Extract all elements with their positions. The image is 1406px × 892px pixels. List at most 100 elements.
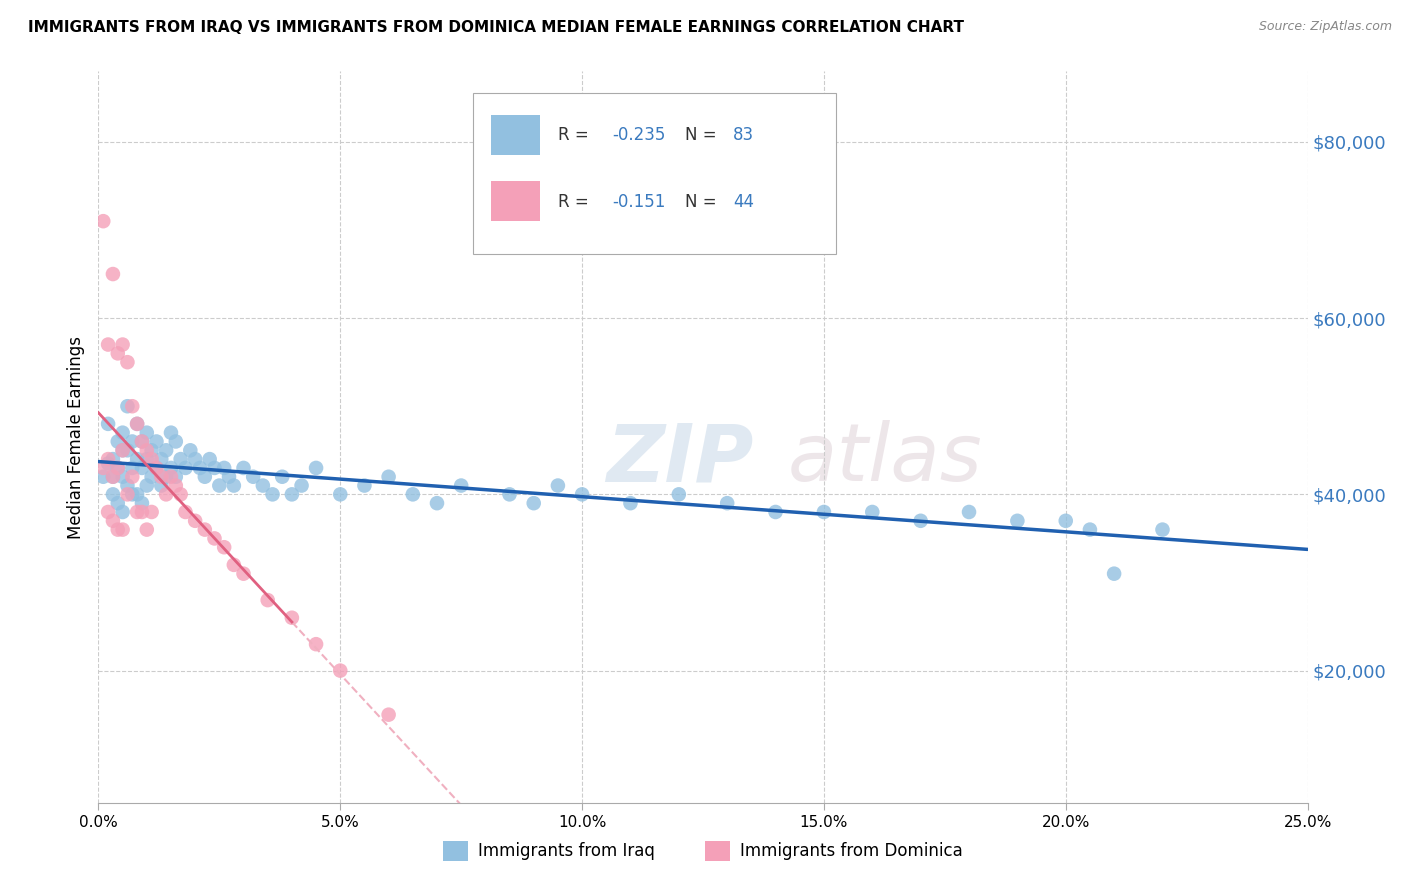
Point bbox=[117, 443, 139, 458]
Point bbox=[160, 425, 183, 440]
Point bbox=[107, 496, 129, 510]
Point bbox=[212, 461, 235, 475]
Point bbox=[155, 443, 177, 458]
Point bbox=[97, 452, 120, 467]
Point bbox=[117, 355, 139, 369]
Point bbox=[141, 505, 163, 519]
Point bbox=[813, 505, 835, 519]
Point bbox=[765, 505, 787, 519]
Bar bbox=[492, 181, 540, 221]
Text: R =: R = bbox=[558, 126, 593, 144]
Point bbox=[107, 461, 129, 475]
Text: 44: 44 bbox=[734, 193, 754, 211]
Point bbox=[97, 417, 120, 431]
Point bbox=[174, 461, 197, 475]
Bar bbox=[492, 115, 540, 155]
Point bbox=[150, 478, 173, 492]
Point bbox=[141, 443, 163, 458]
Point bbox=[242, 469, 264, 483]
Point bbox=[127, 487, 149, 501]
Point bbox=[619, 496, 641, 510]
Point bbox=[547, 478, 569, 492]
Point bbox=[131, 434, 153, 449]
Point bbox=[145, 461, 167, 475]
Point bbox=[262, 487, 284, 501]
Point bbox=[184, 514, 207, 528]
Point bbox=[101, 514, 124, 528]
Point bbox=[179, 443, 201, 458]
Point bbox=[101, 452, 124, 467]
Point bbox=[111, 443, 134, 458]
Point bbox=[194, 469, 217, 483]
Point bbox=[135, 452, 157, 467]
Point bbox=[169, 487, 191, 501]
Point bbox=[160, 469, 183, 483]
Point bbox=[117, 487, 139, 501]
Point bbox=[131, 461, 153, 475]
Point bbox=[121, 399, 143, 413]
Point bbox=[145, 434, 167, 449]
Point bbox=[290, 478, 312, 492]
Point bbox=[218, 469, 240, 483]
Point bbox=[1152, 523, 1174, 537]
Text: -0.235: -0.235 bbox=[613, 126, 665, 144]
Point bbox=[165, 434, 187, 449]
Point bbox=[155, 469, 177, 483]
Point bbox=[252, 478, 274, 492]
Point bbox=[101, 487, 124, 501]
Point bbox=[377, 469, 399, 483]
Point bbox=[135, 523, 157, 537]
Point bbox=[450, 478, 472, 492]
Point bbox=[117, 478, 139, 492]
Point bbox=[329, 487, 352, 501]
Point bbox=[141, 452, 163, 467]
Point bbox=[222, 478, 245, 492]
Point bbox=[160, 461, 183, 475]
Point bbox=[107, 523, 129, 537]
Point bbox=[121, 434, 143, 449]
Point bbox=[91, 461, 114, 475]
Point bbox=[150, 452, 173, 467]
Point bbox=[101, 267, 124, 281]
Point bbox=[91, 214, 114, 228]
Point bbox=[111, 469, 134, 483]
Point bbox=[117, 399, 139, 413]
Point bbox=[256, 593, 278, 607]
Point bbox=[101, 469, 124, 483]
Point bbox=[107, 461, 129, 475]
Point bbox=[121, 461, 143, 475]
Point bbox=[571, 487, 593, 501]
Point bbox=[188, 461, 211, 475]
Text: N =: N = bbox=[685, 126, 717, 144]
Point bbox=[716, 496, 738, 510]
Point bbox=[145, 461, 167, 475]
Y-axis label: Median Female Earnings: Median Female Earnings bbox=[66, 335, 84, 539]
Point bbox=[155, 487, 177, 501]
Point bbox=[97, 337, 120, 351]
Point bbox=[232, 461, 254, 475]
Point bbox=[131, 505, 153, 519]
Text: IMMIGRANTS FROM IRAQ VS IMMIGRANTS FROM DOMINICA MEDIAN FEMALE EARNINGS CORRELAT: IMMIGRANTS FROM IRAQ VS IMMIGRANTS FROM … bbox=[28, 20, 965, 35]
Point bbox=[271, 469, 294, 483]
Point bbox=[169, 452, 191, 467]
Point bbox=[184, 452, 207, 467]
Text: 83: 83 bbox=[734, 126, 755, 144]
Point bbox=[135, 478, 157, 492]
Point bbox=[957, 505, 980, 519]
Point bbox=[165, 469, 187, 483]
Text: Source: ZipAtlas.com: Source: ZipAtlas.com bbox=[1258, 20, 1392, 33]
Point bbox=[141, 469, 163, 483]
Point bbox=[1102, 566, 1125, 581]
Point bbox=[121, 469, 143, 483]
Point bbox=[127, 417, 149, 431]
Point bbox=[204, 461, 226, 475]
Point bbox=[131, 496, 153, 510]
Point bbox=[121, 487, 143, 501]
Point bbox=[281, 487, 304, 501]
Point bbox=[97, 505, 120, 519]
Point bbox=[111, 443, 134, 458]
Point bbox=[194, 523, 217, 537]
Point bbox=[165, 478, 187, 492]
Point bbox=[1007, 514, 1029, 528]
Text: N =: N = bbox=[685, 193, 717, 211]
